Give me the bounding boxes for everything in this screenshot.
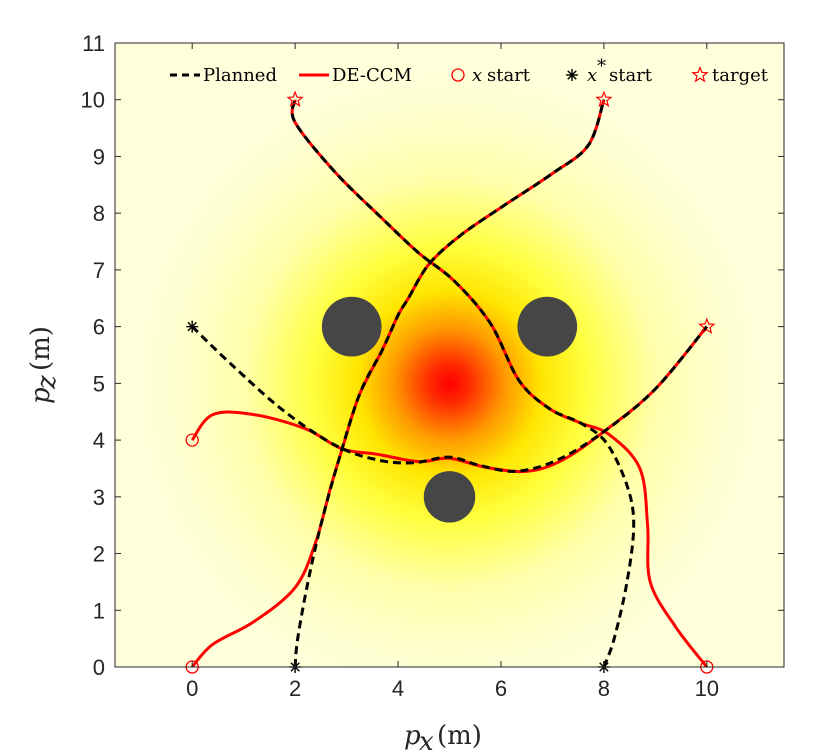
legend-target-label: target bbox=[712, 65, 769, 86]
x-tick-label-10: 10 bbox=[695, 676, 719, 701]
legend-x-star-start-sup: * bbox=[597, 56, 606, 77]
y-tick-label-11: 11 bbox=[82, 31, 105, 56]
y-tick-label-8: 8 bbox=[93, 201, 105, 226]
x-tick-label-4: 4 bbox=[392, 676, 404, 701]
target-marker-2 bbox=[595, 90, 613, 108]
plot-frame bbox=[114, 42, 785, 668]
legend-asterisk-glyph bbox=[566, 69, 578, 81]
obstacle-1 bbox=[321, 296, 382, 357]
x-star-start-marker-3 bbox=[186, 320, 199, 333]
target-marker-1 bbox=[286, 90, 304, 108]
planned-trajectory-2 bbox=[290, 99, 636, 667]
target-marker-3 bbox=[698, 317, 716, 335]
y-axis-label: p z (m) bbox=[26, 326, 62, 404]
x-start-marker-3 bbox=[185, 433, 199, 447]
y-axis-label-main: p bbox=[26, 387, 56, 404]
x-tick-label-6: 6 bbox=[495, 676, 507, 701]
y-tick-label-6: 6 bbox=[93, 315, 105, 340]
legend-target-marker bbox=[691, 65, 709, 83]
y-tick-label-1: 1 bbox=[93, 598, 105, 623]
obstacle-3 bbox=[423, 471, 476, 523]
x-tick-label-0: 0 bbox=[186, 676, 198, 701]
y-tick-label-3: 3 bbox=[93, 485, 105, 510]
y-tick-label-0: 0 bbox=[93, 655, 105, 680]
y-tick-label-2: 2 bbox=[93, 542, 105, 567]
x-tick-label-8: 8 bbox=[598, 676, 610, 701]
legend-x-star-start-label: start bbox=[609, 65, 653, 86]
obstacle-2 bbox=[517, 296, 578, 357]
legend-deccm-label: DE-CCM bbox=[332, 65, 412, 86]
planned-trajectory-3 bbox=[191, 325, 708, 473]
y-tick-label-5: 5 bbox=[93, 371, 105, 396]
planned-trajectory-1 bbox=[293, 99, 606, 667]
disturbance-field bbox=[119, 53, 780, 667]
legend-x-start-prefix: x bbox=[472, 65, 482, 86]
y-tick-label-9: 9 bbox=[93, 144, 105, 169]
x-axis-label-sub: x bbox=[419, 727, 434, 755]
legend: Planned DE-CCM x start x * start target bbox=[170, 56, 769, 86]
legend-x-star-start-marker bbox=[566, 69, 578, 81]
y-axis-label-sub: z bbox=[32, 375, 62, 390]
x-axis-label: p x (m) bbox=[404, 721, 482, 755]
x-tick-label-2: 2 bbox=[289, 676, 301, 701]
legend-x-star-start-prefix: x bbox=[587, 65, 597, 86]
legend-x-start-label: start bbox=[487, 65, 531, 86]
y-tick-label-10: 10 bbox=[81, 88, 105, 113]
y-axis-label-unit: (m) bbox=[26, 326, 56, 371]
y-tick-label-7: 7 bbox=[93, 258, 105, 283]
y-tick-label-4: 4 bbox=[93, 428, 105, 453]
x-axis-label-unit: (m) bbox=[437, 721, 482, 751]
legend-x-start-marker bbox=[451, 68, 465, 82]
x-axis-label-main: p bbox=[404, 721, 421, 751]
legend-planned-label: Planned bbox=[203, 65, 277, 86]
